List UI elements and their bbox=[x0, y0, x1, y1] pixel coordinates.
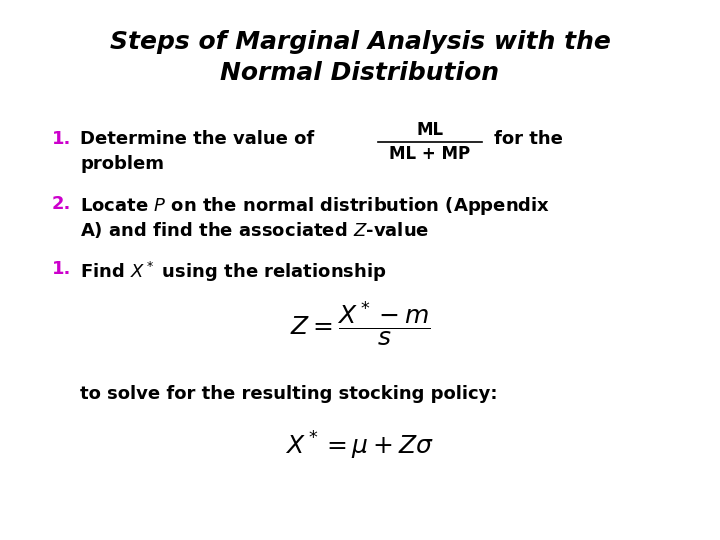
Text: problem: problem bbox=[80, 155, 164, 173]
Text: A) and find the associated $\mathit{Z}$-value: A) and find the associated $\mathit{Z}$-… bbox=[80, 220, 429, 240]
Text: ML + MP: ML + MP bbox=[390, 145, 471, 163]
Text: Find $\mathit{X}^*$ using the relationship: Find $\mathit{X}^*$ using the relationsh… bbox=[80, 260, 387, 284]
Text: 2.: 2. bbox=[52, 195, 71, 213]
Text: ML: ML bbox=[416, 121, 444, 139]
Text: Determine the value of: Determine the value of bbox=[80, 130, 314, 148]
Text: 1.: 1. bbox=[52, 130, 71, 148]
Text: Steps of Marginal Analysis with the
Normal Distribution: Steps of Marginal Analysis with the Norm… bbox=[109, 30, 611, 85]
Text: $X^* = \mu + Z\sigma$: $X^* = \mu + Z\sigma$ bbox=[285, 430, 435, 462]
Text: $Z = \dfrac{X^* - m}{s}$: $Z = \dfrac{X^* - m}{s}$ bbox=[289, 300, 431, 349]
Text: for the: for the bbox=[494, 130, 563, 148]
Text: Locate $\mathit{P}$ on the normal distribution (Appendix: Locate $\mathit{P}$ on the normal distri… bbox=[80, 195, 550, 217]
Text: to solve for the resulting stocking policy:: to solve for the resulting stocking poli… bbox=[80, 385, 498, 403]
Text: 1.: 1. bbox=[52, 260, 71, 278]
